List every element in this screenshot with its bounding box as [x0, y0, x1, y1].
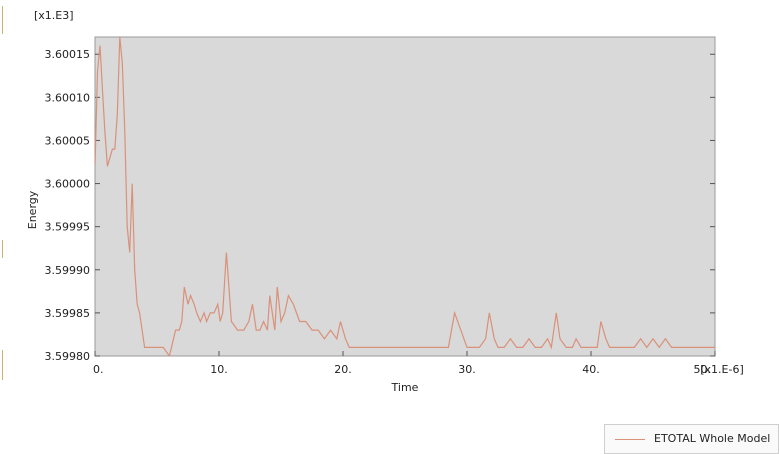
y-tick-label: 3.59990	[45, 264, 91, 277]
y-axis-title: Energy	[26, 190, 39, 229]
left-edge-mark	[2, 240, 3, 258]
left-edge-mark	[2, 350, 3, 380]
left-edge-mark	[2, 6, 3, 34]
x-tick-label: 10.	[210, 363, 228, 376]
legend-swatch	[615, 439, 645, 440]
y-tick-label: 3.60000	[45, 178, 91, 191]
legend: ETOTAL Whole Model	[604, 424, 779, 454]
y-tick-label: 3.59995	[45, 221, 91, 234]
y-tick-label: 3.60015	[45, 48, 91, 61]
y-tick-label: 3.59980	[45, 350, 91, 363]
x-axis-title: Time	[391, 381, 419, 394]
x-tick-label: 20.	[334, 363, 352, 376]
y-multiplier-label: [x1.E3]	[34, 9, 74, 22]
x-multiplier-label: [x1.E-6]	[700, 363, 744, 376]
x-tick-label: 40.	[582, 363, 600, 376]
legend-entry-label: ETOTAL Whole Model	[654, 432, 771, 445]
y-axis-ticks: 3.59980 3.59985 3.59990 3.59995 3.60000 3.600…	[45, 48, 715, 363]
x-tick-label: 30.	[458, 363, 476, 376]
x-axis-ticks: 0. 10. 20. 30. 40. 50.	[93, 351, 716, 376]
y-tick-label: 3.59985	[45, 307, 91, 320]
plot-area	[94, 36, 716, 357]
series-line-etotal	[95, 37, 715, 356]
x-tick-label: 50.	[694, 363, 712, 376]
x-tick-label: 0.	[93, 363, 104, 376]
y-tick-label: 3.60005	[45, 134, 91, 147]
y-tick-label: 3.60010	[45, 91, 91, 104]
